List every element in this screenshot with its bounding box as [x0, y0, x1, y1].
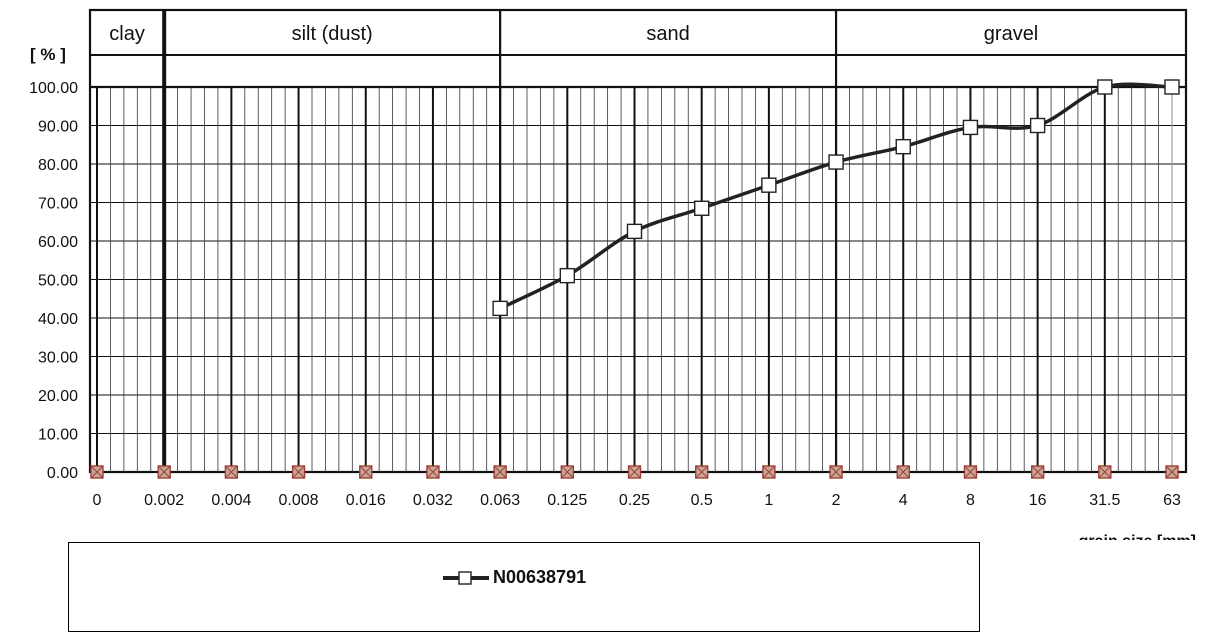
x-tick-label: 31.5 — [1089, 492, 1120, 509]
zero-marker-cross — [426, 465, 440, 479]
series-point — [1164, 79, 1180, 95]
zero-marker-cross — [1165, 465, 1179, 479]
x-tick-label: 4 — [899, 492, 908, 509]
y-tick-label: 90.00 — [38, 119, 78, 136]
y-tick-label: 10.00 — [38, 427, 78, 444]
soil-class-label: silt (dust) — [292, 23, 373, 45]
x-tick-label: 0 — [93, 492, 102, 509]
series-point — [559, 267, 576, 284]
y-axis-label: [ % ] — [30, 45, 66, 64]
series-point — [693, 200, 710, 216]
y-tick-label: 70.00 — [38, 196, 78, 213]
series-point — [1097, 79, 1113, 95]
series-point — [828, 154, 844, 170]
zero-marker-cross — [90, 465, 104, 479]
zero-marker-cross — [493, 465, 507, 479]
x-tick-label: 0.004 — [211, 492, 251, 509]
x-tick-label: 0.5 — [691, 492, 713, 509]
zero-marker-cross — [896, 465, 910, 479]
series-point — [626, 223, 643, 240]
x-tick-label: 0.008 — [279, 492, 319, 509]
y-tick-label: 30.00 — [38, 350, 78, 367]
zero-marker-cross — [157, 465, 171, 479]
grain-size-chart: clay silt (dust) sand gravel 0.00 10.00 20.00 3… — [29, 8, 1196, 540]
x-tick-label: 16 — [1029, 492, 1047, 509]
series-point — [492, 300, 508, 317]
x-tick-label: 0.25 — [619, 492, 650, 509]
x-tick-label: 63 — [1163, 492, 1181, 509]
zero-marker-cross — [292, 465, 305, 479]
x-tick-label: 0.016 — [346, 492, 386, 509]
series-point — [895, 138, 911, 155]
zero-marker-cross — [1098, 465, 1112, 479]
x-tick-label: 0.032 — [413, 492, 453, 509]
y-tick-label: 0.00 — [47, 465, 78, 482]
legend-label: N00638791 — [493, 567, 587, 587]
zero-marker-cross — [964, 465, 977, 479]
x-tick-label: 0.125 — [547, 492, 587, 509]
soil-class-label: gravel — [984, 23, 1038, 45]
legend-item: N00638791 — [443, 567, 586, 588]
zero-marker-cross — [1031, 465, 1044, 479]
legend-series-symbol — [443, 570, 489, 585]
zero-marker-cross — [225, 465, 238, 479]
series-point — [962, 119, 979, 136]
series-point — [1029, 117, 1046, 134]
x-tick-label: 8 — [966, 492, 975, 509]
y-tick-label: 80.00 — [38, 157, 78, 174]
series-point — [761, 177, 777, 193]
zero-marker-cross — [762, 465, 776, 479]
zero-marker-cross — [359, 465, 373, 479]
soil-class-label: clay — [109, 23, 145, 45]
x-tick-label: 2 — [832, 492, 841, 509]
zero-marker-cross — [695, 465, 709, 479]
soil-class-label: sand — [646, 23, 689, 45]
x-tick-label: 1 — [764, 492, 773, 509]
y-tick-label: 60.00 — [38, 234, 78, 251]
zero-marker-cross — [628, 465, 641, 479]
y-tick-label: 100.00 — [29, 80, 78, 97]
legend-box: N00638791 — [68, 542, 980, 632]
x-tick-label: 0.063 — [480, 492, 520, 509]
y-tick-label: 20.00 — [38, 388, 78, 405]
x-tick-label: 0.002 — [144, 492, 184, 509]
y-tick-label: 50.00 — [38, 273, 78, 290]
x-axis-label: grain size [mm] — [1079, 533, 1196, 540]
zero-marker-cross — [560, 465, 574, 479]
y-tick-label: 40.00 — [38, 311, 78, 328]
zero-marker-cross — [829, 465, 843, 479]
